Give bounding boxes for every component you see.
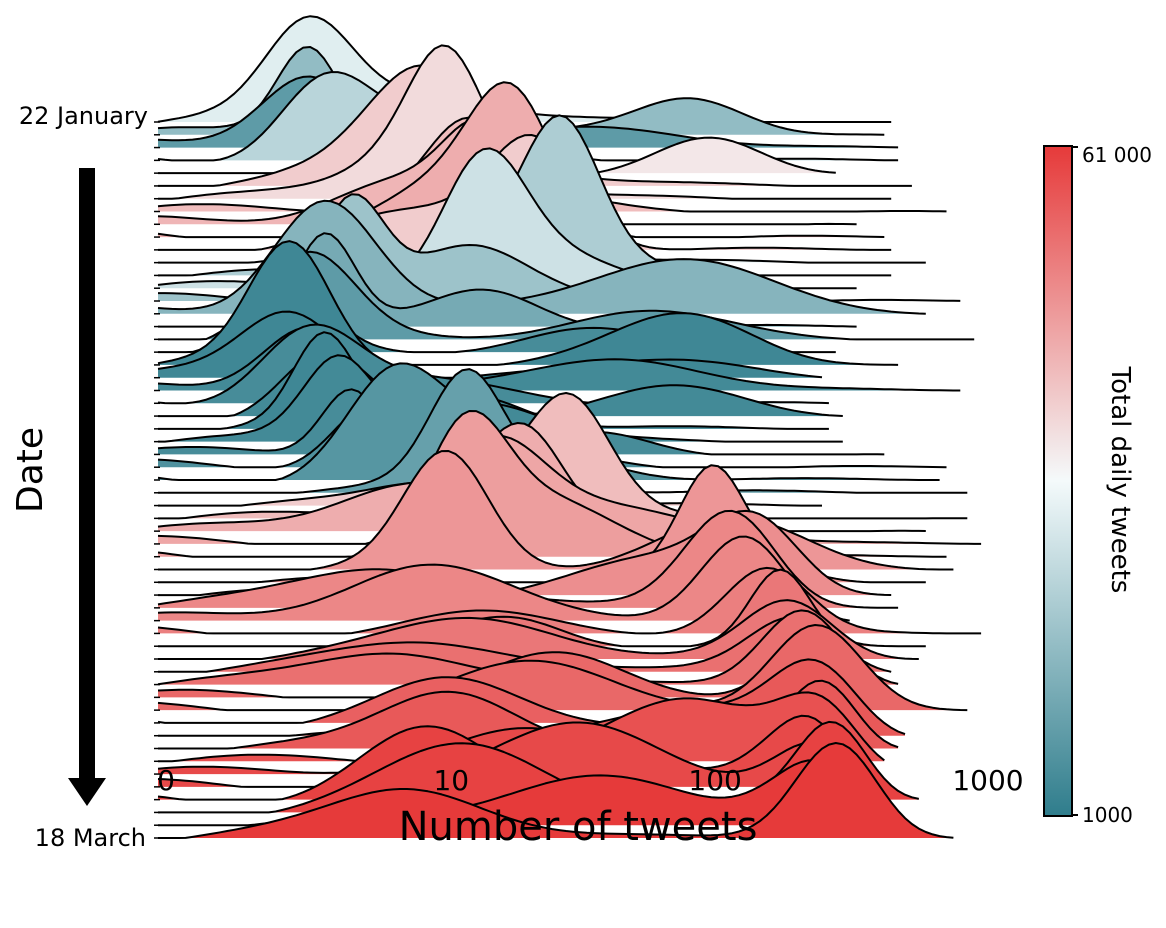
ridge-line (157, 434, 982, 545)
colorbar-label: Total daily tweets (1105, 366, 1135, 594)
colorbar-max-label: 61 000 (1082, 143, 1152, 167)
ridge-line (157, 714, 858, 775)
date-arrow-head (68, 778, 106, 806)
date-ticks (154, 121, 160, 839)
ridge-fill (158, 600, 919, 659)
ridge-line (157, 566, 982, 635)
colorbar (1043, 145, 1073, 817)
x-axis-label: Number of tweets (399, 804, 758, 850)
ridge-line (158, 599, 919, 660)
ridge-fill (158, 97, 836, 174)
colorbar-min-label: 1000 (1082, 803, 1133, 827)
ridge-fill (158, 363, 940, 480)
ridge-line (157, 721, 865, 788)
ridge-fill (158, 610, 899, 685)
ridge-line (158, 568, 926, 648)
ridge-fill (158, 411, 947, 557)
ridge-line (158, 742, 954, 839)
ridge-fill (158, 393, 968, 519)
ridge-fill (158, 743, 954, 838)
ridge-fill (158, 251, 975, 340)
ridge-fill (158, 760, 878, 826)
ridge-fill (158, 677, 822, 723)
ridge-fill (158, 721, 919, 800)
x-tick-label: 10 (433, 764, 469, 797)
x-tick-label: 1000 (952, 764, 1023, 797)
ridge-fill (158, 435, 982, 544)
ridge-line (157, 199, 926, 315)
ridge-line (157, 81, 885, 239)
y-axis-label: Date (10, 427, 51, 513)
ridge-line (157, 310, 823, 379)
ridge-fill (158, 680, 899, 749)
ridge-line (157, 240, 899, 366)
ridge-line (158, 392, 968, 520)
ridge-fill (158, 148, 857, 289)
x-tick-label: 100 (688, 764, 741, 797)
ridge-fill (158, 65, 912, 186)
ridge-line (157, 624, 968, 712)
ridge-line (157, 422, 926, 533)
date-arrow-shaft (79, 168, 95, 780)
ridge-line (157, 535, 850, 622)
x-tick-labels: 0 10 100 1000 (157, 764, 1024, 797)
date-start-label: 22 January (19, 102, 148, 130)
date-end-label: 18 March (35, 824, 146, 852)
ridge-fill (158, 692, 885, 762)
ridges-group (157, 15, 982, 839)
ridge-fill (158, 536, 850, 621)
x-tick-label: 0 (157, 764, 175, 797)
ridge-line (158, 450, 954, 571)
